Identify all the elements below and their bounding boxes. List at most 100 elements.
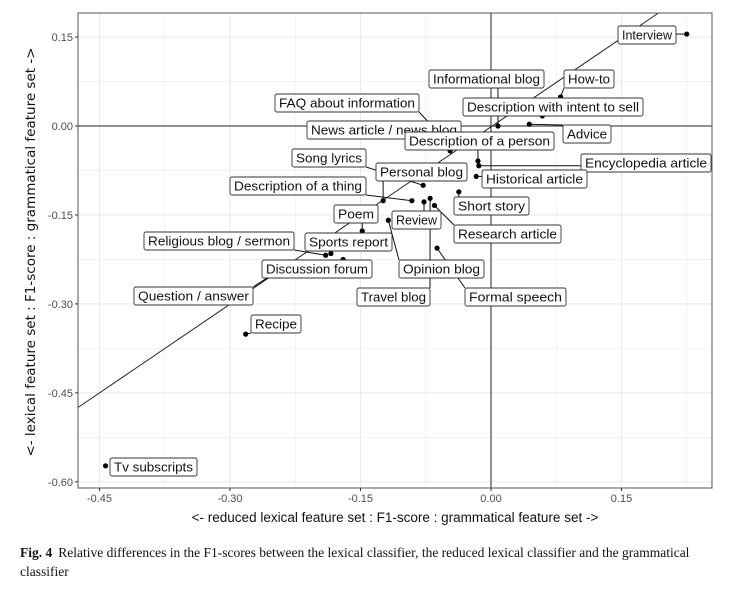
y-tick-label: -0.45	[48, 388, 73, 400]
x-tick-label: -0.15	[348, 493, 373, 505]
label-box	[453, 224, 562, 244]
label-text: Recipe	[255, 318, 297, 332]
label-text: Encyclopedia article	[585, 157, 707, 171]
point-label: Historical article	[481, 169, 588, 189]
label-text: Interview	[622, 29, 673, 43]
data-point	[473, 173, 479, 180]
label-box	[462, 97, 644, 117]
point-label: Description of a thing	[229, 176, 367, 196]
data-point	[385, 217, 391, 223]
label-box	[229, 176, 367, 196]
label-text: Informational blog	[433, 73, 540, 87]
label-text: How-to	[568, 73, 610, 87]
label-text: Opinion blog	[403, 263, 480, 277]
label-box	[333, 204, 379, 224]
reference-lines	[77, 12, 712, 488]
point-label: Advice	[562, 124, 612, 144]
data-point	[323, 252, 329, 258]
data-point	[431, 202, 438, 209]
y-tick-label: 0.15	[52, 32, 73, 44]
point-label: Recipe	[250, 314, 302, 334]
point-label: Opinion blog	[398, 259, 485, 279]
scatter-chart: -0.45 -0.30 -0.15 0.00 0.15 0.15 0.00 -0.15 -0.3…	[23, 12, 713, 525]
label-text: Description of a person	[409, 135, 550, 149]
data-point	[421, 199, 427, 205]
x-tick-label: -0.30	[217, 493, 242, 505]
data-point	[684, 31, 690, 37]
y-tick-label: -0.30	[48, 299, 73, 311]
label-box	[404, 131, 555, 151]
point-label: How-to	[563, 69, 615, 89]
point-label: Travel blog	[356, 287, 431, 307]
data-point	[427, 195, 433, 201]
leader-line	[387, 220, 400, 261]
data-point	[456, 189, 462, 195]
label-text: Question / answer	[138, 290, 249, 304]
x-tick-label: 0.15	[611, 493, 632, 505]
y-tick-label: 0.00	[52, 121, 73, 133]
label-box	[109, 457, 198, 477]
leader-line	[434, 205, 455, 226]
label-text: Description with intent to sell	[467, 101, 639, 115]
data-point	[243, 331, 249, 337]
axis-ticks: -0.45 -0.30 -0.15 0.00 0.15 0.15 0.00 -0.15 -0.3…	[48, 32, 632, 505]
point-label: FAQ about information	[274, 93, 420, 113]
label-box	[398, 259, 485, 279]
data-point	[380, 198, 386, 204]
x-tick-label: -0.45	[87, 493, 112, 505]
label-text: Historical article	[486, 173, 583, 187]
data-point	[409, 198, 415, 204]
label-text: Personal blog	[380, 166, 463, 180]
data-point	[359, 228, 365, 234]
point-label: Encyclopedia article	[580, 153, 712, 173]
figure-caption: Fig. 4 Relative differences in the F1-sco…	[20, 543, 720, 581]
label-box	[261, 259, 373, 279]
data-point	[102, 463, 109, 469]
point-label: Informational blog	[428, 69, 545, 89]
x-axis-label: <- reduced lexical feature set : F1-scor…	[192, 510, 599, 525]
label-box	[291, 148, 367, 168]
point-label: Research article	[453, 224, 562, 244]
label-box	[143, 231, 295, 251]
point-labels: Interview Informational blog How-to FAQ abo…	[109, 25, 712, 477]
label-box	[562, 124, 612, 144]
point-label: Question / answer	[133, 286, 254, 306]
label-box	[428, 69, 545, 89]
point-label: Formal speech	[464, 287, 567, 307]
label-box	[250, 314, 302, 334]
label-box	[304, 232, 393, 252]
label-text: Review	[396, 214, 438, 228]
caption-text: Relative differences in the F1-scores be…	[20, 545, 690, 579]
point-label: Short story	[453, 196, 530, 216]
data-point	[328, 250, 334, 257]
label-text: Travel blog	[361, 291, 426, 305]
point-label: Religious blog / sermon	[143, 231, 295, 251]
grid	[78, 13, 712, 488]
point-label: Personal blog	[375, 162, 468, 182]
data-point	[434, 245, 440, 251]
data-point	[495, 123, 501, 129]
point-label: Sports report	[304, 232, 393, 252]
point-label: Poem	[333, 204, 379, 224]
label-text: Description of a thing	[234, 180, 362, 194]
y-tick-label: -0.60	[48, 477, 73, 489]
label-box	[481, 169, 588, 189]
label-box	[453, 196, 530, 216]
label-text: Religious blog / sermon	[148, 235, 290, 249]
point-label: Discussion forum	[261, 259, 373, 279]
label-box	[464, 287, 567, 307]
label-text: Poem	[338, 208, 374, 222]
point-label: Description with intent to sell	[462, 97, 644, 117]
point-label: Tv subscripts	[109, 457, 198, 477]
point-label: Interview	[617, 25, 677, 45]
data-point	[420, 182, 426, 188]
label-box	[356, 287, 431, 307]
label-box	[274, 93, 420, 113]
data-point	[475, 158, 481, 164]
data-point	[526, 121, 532, 127]
y-axis-label: <- lexical feature set : F1-score : gram…	[23, 47, 39, 456]
y-tick-label: -0.15	[48, 210, 73, 222]
label-box	[391, 210, 442, 230]
label-text: Discussion forum	[266, 263, 368, 277]
label-text: Advice	[567, 128, 607, 142]
